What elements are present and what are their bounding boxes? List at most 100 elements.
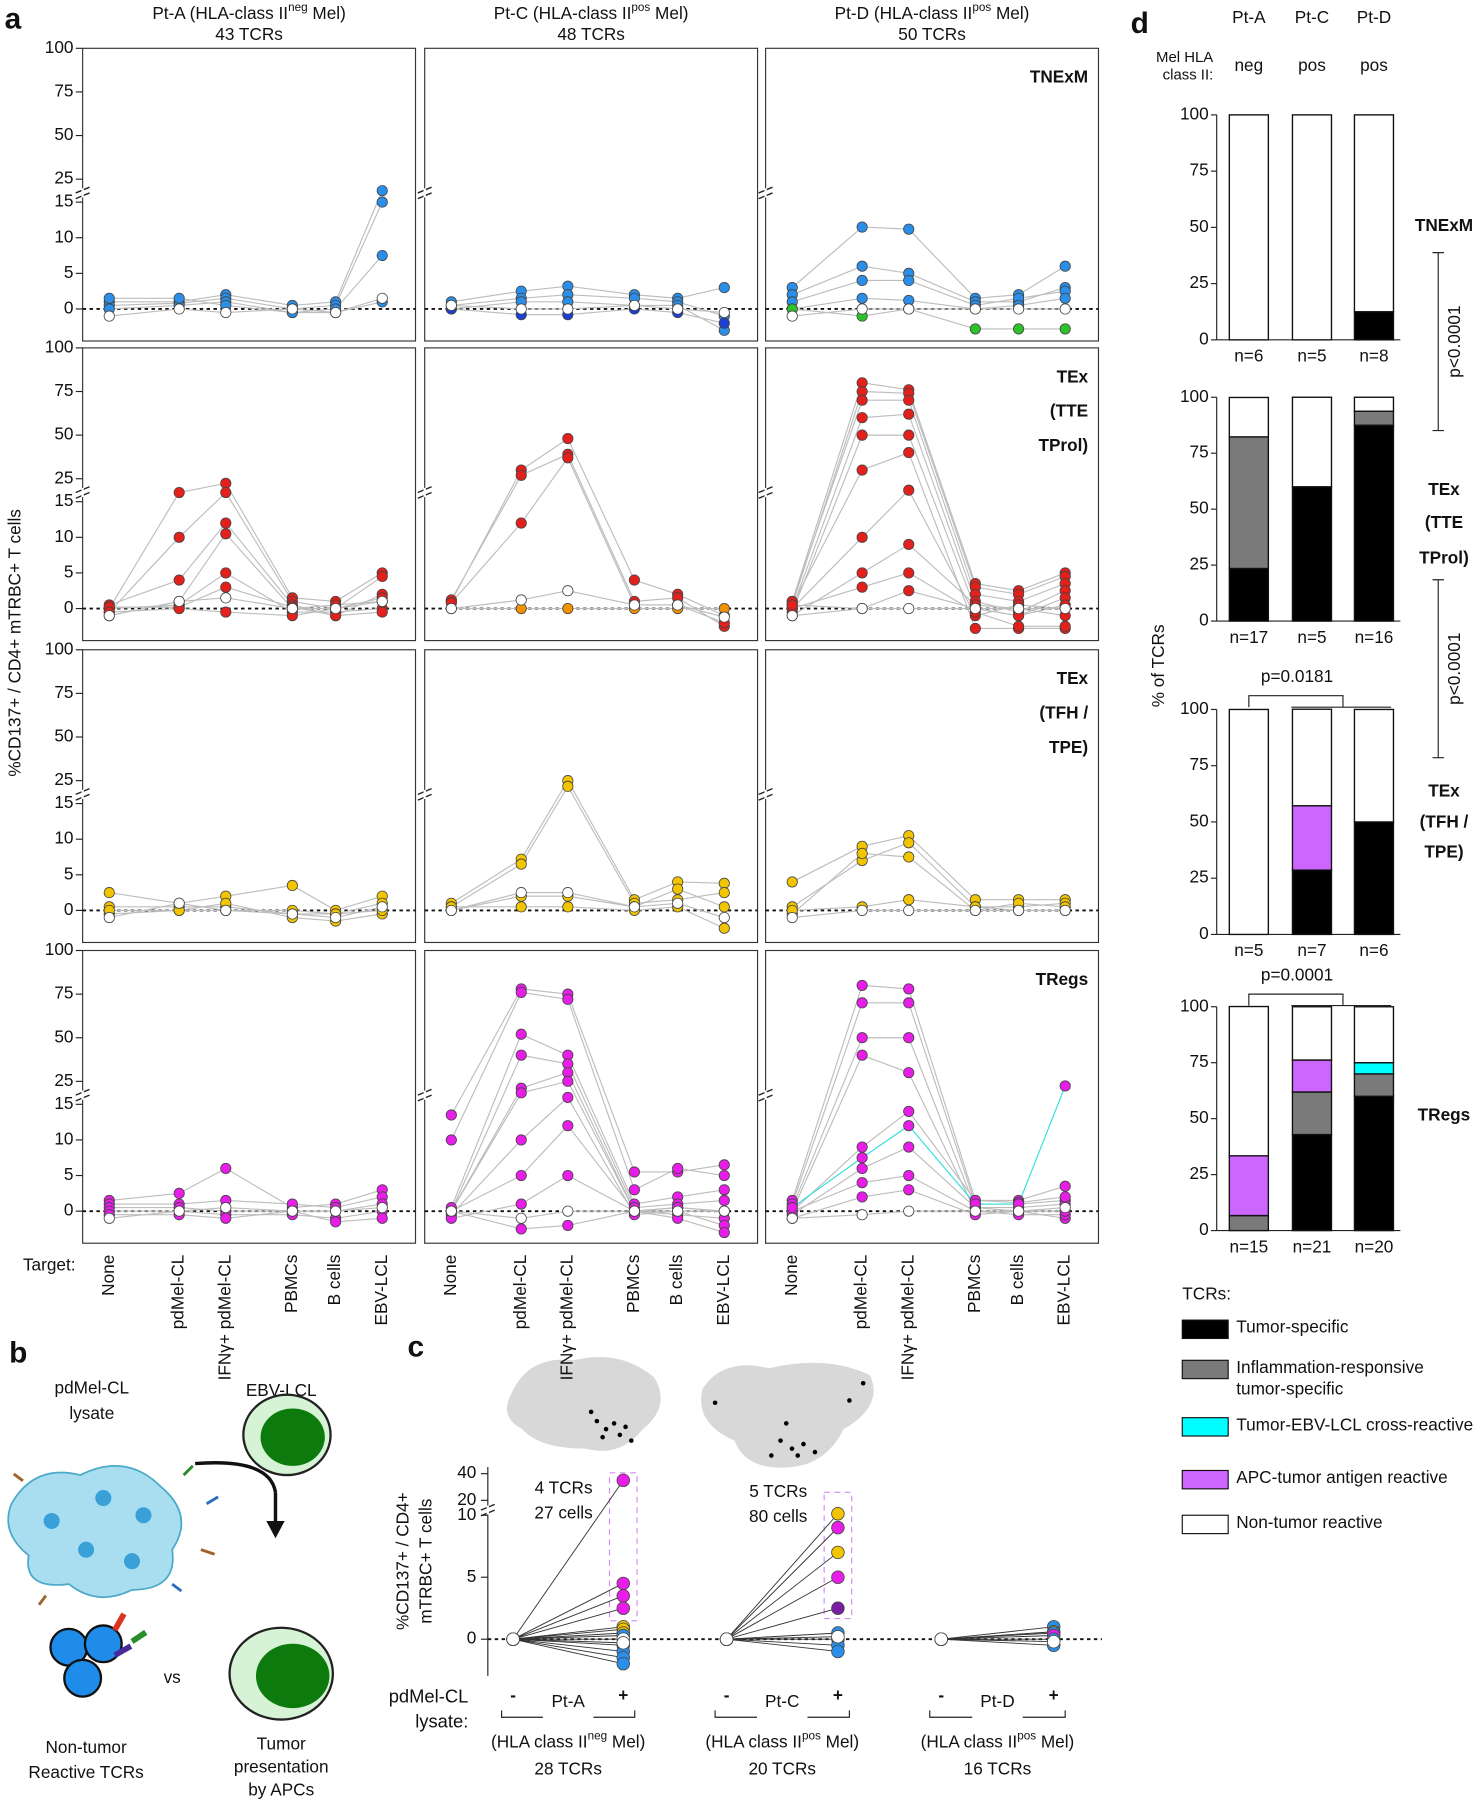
point (445, 1109, 457, 1121)
point (103, 1212, 115, 1224)
y-tick-label: 100 (45, 37, 74, 57)
point (903, 274, 915, 287)
point (1013, 1205, 1025, 1217)
point (616, 1601, 630, 1615)
point (672, 599, 684, 611)
series-line (726, 1607, 839, 1640)
series-line (512, 1583, 624, 1640)
series-line (450, 456, 725, 624)
series-line (512, 1480, 624, 1640)
series-line (109, 597, 383, 617)
series-line (450, 988, 725, 1173)
y-tick-label: 100 (1180, 386, 1209, 406)
point (903, 997, 915, 1009)
bar-segment (1353, 1062, 1395, 1075)
y-tick-label: 10 (54, 828, 73, 848)
axis-break-gap (423, 789, 426, 799)
series-line (109, 572, 383, 613)
point (616, 1636, 630, 1650)
y-tick-label: 25 (1190, 554, 1209, 574)
annotation: p<0.0001 (1444, 305, 1464, 377)
bracket (1432, 579, 1444, 759)
point (220, 486, 232, 499)
x-tick-label: IFNγ+ pdMel-CL (214, 1255, 234, 1381)
series-line (450, 1033, 725, 1208)
point (628, 1205, 640, 1217)
point (831, 1601, 845, 1615)
point (562, 1075, 574, 1087)
point (173, 897, 185, 909)
y-tick-label: 15 (54, 490, 73, 510)
series-line (451, 285, 725, 303)
y-tick-label: 5 (64, 262, 74, 282)
series-line (941, 1626, 1054, 1640)
series-line (451, 1124, 725, 1234)
series-line (109, 902, 383, 919)
legend-label: Tumor-EBV-LCL cross-reactive (1236, 1415, 1474, 1435)
header-label: Mel HLA class II: (1156, 48, 1214, 83)
n-label: n=6 (1234, 346, 1263, 366)
point (903, 837, 915, 849)
group-subtitle-part: Mel) (1036, 1731, 1074, 1751)
point (718, 1169, 730, 1182)
group-name: Pt-C (765, 1691, 799, 1711)
bar-segment (1291, 1133, 1333, 1232)
bar-segment (1353, 1095, 1395, 1232)
legend-swatch (1181, 1417, 1229, 1437)
x-label: pdMel-CL lysate: (389, 1687, 469, 1732)
y-tick-label: 75 (1190, 754, 1209, 774)
point (515, 986, 527, 998)
point (718, 306, 730, 319)
panel-frame (424, 47, 759, 342)
series-line (109, 597, 383, 617)
point (856, 412, 868, 424)
series-line (451, 308, 725, 324)
bar-segment (1353, 1006, 1395, 1064)
y-tick-label: 10 (54, 226, 73, 246)
x-level: + (618, 1685, 628, 1705)
point (286, 602, 298, 615)
series-line (451, 779, 725, 904)
point (1013, 323, 1025, 335)
series-line (109, 884, 383, 912)
point (286, 1205, 298, 1217)
bar-segment (1353, 396, 1395, 412)
point (903, 1120, 915, 1132)
point (515, 1028, 527, 1040)
row-label: TNExM (1030, 67, 1088, 87)
point (220, 581, 232, 593)
point (515, 469, 527, 481)
point (831, 1570, 845, 1584)
series-line (513, 1635, 624, 1640)
legend-label: Non-tumor reactive (1236, 1512, 1383, 1533)
series-line (726, 1527, 839, 1640)
annotation-box (823, 1491, 853, 1620)
point (376, 249, 388, 262)
point (718, 1184, 730, 1196)
point (220, 1212, 232, 1224)
y-tick-label: 25 (54, 769, 73, 789)
bar-segment (1353, 821, 1395, 936)
y-tick-label: 0 (64, 899, 74, 919)
y-tick-label: 0 (1199, 610, 1209, 630)
point (562, 1120, 574, 1132)
point (856, 464, 868, 476)
y-tick-label: 0 (1199, 328, 1209, 348)
group-name: Pt-A (551, 1691, 585, 1711)
point (903, 1032, 915, 1044)
y-tick-label: 75 (54, 80, 73, 100)
series-line (792, 308, 1066, 330)
series-line (792, 572, 1066, 627)
panel-frame (765, 47, 1100, 342)
point (376, 595, 388, 607)
group-subtitle: (HLA class IIpos Mel) (921, 1729, 1075, 1751)
panel-label: c (407, 1331, 424, 1364)
legend-label: Tumor-EBV-LCL cross-reactive (1236, 1415, 1474, 1435)
point (1059, 260, 1071, 272)
point (903, 1067, 915, 1079)
point (856, 1032, 868, 1044)
x-level: + (1049, 1685, 1059, 1705)
bar-segment (1291, 1091, 1333, 1136)
series-line (792, 1174, 1066, 1216)
